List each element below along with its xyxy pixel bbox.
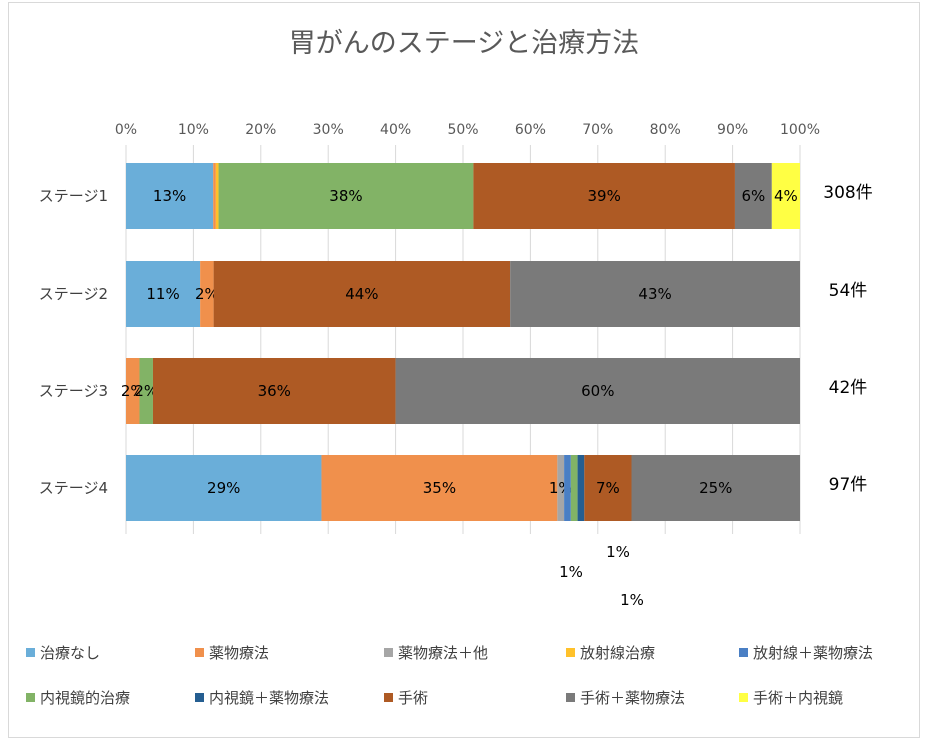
category-labels: ステージ1 ステージ2 ステージ3 ステージ4 xyxy=(39,187,108,497)
data-label: 38% xyxy=(329,187,362,205)
data-label: 7% xyxy=(596,479,620,497)
bar-segment xyxy=(564,455,571,521)
x-tick-label: 70% xyxy=(582,122,613,138)
bar-segment xyxy=(213,261,511,327)
data-label: 39% xyxy=(587,187,620,205)
legend-swatch xyxy=(26,648,35,657)
legend-swatch xyxy=(566,693,575,702)
bar-segment xyxy=(395,358,800,424)
legend-label: 放射線＋薬物療法 xyxy=(753,644,873,662)
bar-segment xyxy=(510,261,800,327)
count-label: 308件 xyxy=(823,183,872,203)
legend-label: 薬物療法 xyxy=(209,644,269,662)
data-label: 6% xyxy=(741,187,765,205)
data-label: 13% xyxy=(153,187,186,205)
legend-label: 放射線治療 xyxy=(580,644,655,662)
legend-swatch xyxy=(195,648,204,657)
legend-label: 治療なし xyxy=(40,644,100,662)
data-label: 29% xyxy=(207,479,240,497)
bar-segment xyxy=(126,261,201,327)
bar-segment xyxy=(321,455,558,521)
annotation-label: 1% xyxy=(606,543,630,561)
annotation-label: 1% xyxy=(620,591,644,609)
bar-segment xyxy=(126,358,140,424)
chart-title: 胃がんのステージと治療方法 xyxy=(289,28,639,59)
data-label: 2% xyxy=(195,285,219,303)
legend-swatch xyxy=(384,648,393,657)
x-tick-label: 20% xyxy=(245,122,276,138)
bar-segment xyxy=(771,163,800,229)
x-tick-label: 90% xyxy=(717,122,748,138)
bar-segment xyxy=(218,163,474,229)
count-label: 54件 xyxy=(829,281,868,301)
x-tick-label: 10% xyxy=(178,122,209,138)
count-label: 42件 xyxy=(829,378,868,398)
legend-label: 手術＋薬物療法 xyxy=(580,689,685,707)
legend-swatch xyxy=(739,648,748,657)
bar-segment xyxy=(577,455,585,521)
x-tick-label: 60% xyxy=(515,122,546,138)
x-axis-ticks: 0% 10% 20% 30% 40% 50% 60% 70% 80% 90% 100% xyxy=(115,122,820,138)
count-label: 97件 xyxy=(829,475,868,495)
legend-label: 内視鏡＋薬物療法 xyxy=(209,689,329,707)
category-label: ステージ2 xyxy=(39,285,108,303)
x-tick-label: 0% xyxy=(115,122,137,138)
legend-swatch xyxy=(566,648,575,657)
data-label: 60% xyxy=(581,382,614,400)
category-label: ステージ1 xyxy=(39,187,108,205)
legend-swatch xyxy=(739,693,748,702)
bar-segment xyxy=(473,163,735,229)
x-tick-label: 100% xyxy=(780,122,820,138)
data-label: 2% xyxy=(121,382,145,400)
data-label: 11% xyxy=(146,285,179,303)
category-label: ステージ4 xyxy=(39,479,108,497)
bar-segment xyxy=(215,163,219,229)
annotations: 1% 1% 1% xyxy=(559,543,644,609)
category-label: ステージ3 xyxy=(39,382,108,400)
bars: 13% 38% 39% 6% 4%11% 2% 44% 43%2%2% 36% 60%29% 35%… xyxy=(121,163,800,521)
legend-label: 手術＋内視鏡 xyxy=(753,689,843,707)
legend-swatch xyxy=(384,693,393,702)
legend-swatch xyxy=(195,693,204,702)
x-tick-label: 80% xyxy=(650,122,681,138)
count-labels: 308件 54件 42件 97件 xyxy=(823,183,872,495)
bar-segment xyxy=(631,455,800,521)
bar-segment xyxy=(152,358,396,424)
bar-segment xyxy=(200,261,214,327)
data-label: 36% xyxy=(258,382,291,400)
data-label: 43% xyxy=(638,285,671,303)
bar-segment xyxy=(139,358,153,424)
bar-segment xyxy=(557,455,565,521)
legend-label: 内視鏡的治療 xyxy=(40,689,130,707)
bar-segment xyxy=(213,163,216,229)
data-label: 25% xyxy=(699,479,732,497)
x-tick-label: 30% xyxy=(313,122,344,138)
bar-segment xyxy=(126,163,214,229)
bar-segment xyxy=(126,455,322,521)
bar-segment xyxy=(570,455,578,521)
legend-swatch xyxy=(26,693,35,702)
x-tick-label: 40% xyxy=(380,122,411,138)
annotation-label: 1% xyxy=(559,563,583,581)
data-label: 2% xyxy=(134,382,158,400)
data-label: 4% xyxy=(774,187,798,205)
legend-label: 薬物療法＋他 xyxy=(398,644,488,662)
bar-segment xyxy=(734,163,772,229)
legend-label: 手術 xyxy=(398,689,428,707)
data-label: 35% xyxy=(423,479,456,497)
bar-segment xyxy=(584,455,632,521)
data-label: 44% xyxy=(345,285,378,303)
x-tick-label: 50% xyxy=(447,122,478,138)
